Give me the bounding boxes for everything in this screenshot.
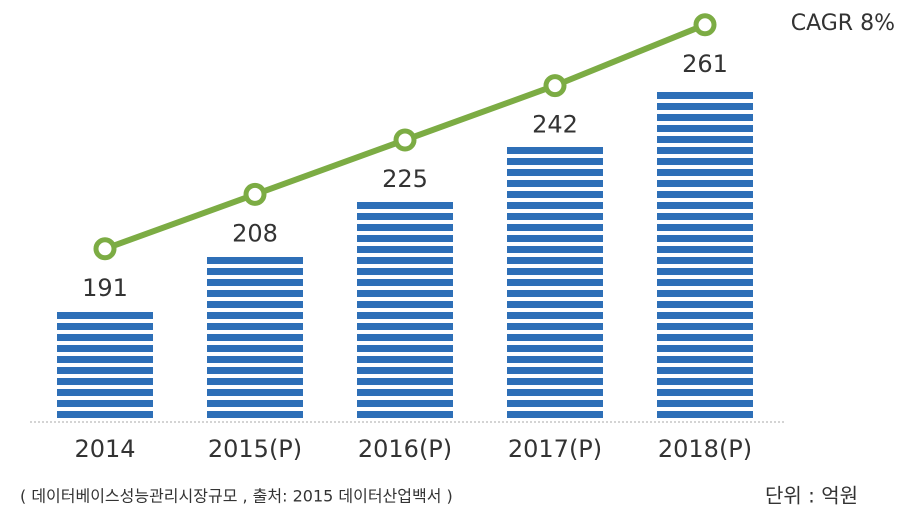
bar xyxy=(507,143,603,418)
x-tick-label: 2014 xyxy=(74,435,135,463)
value-label: 225 xyxy=(382,165,428,193)
line-point xyxy=(543,74,567,98)
note: ( 데이터베이스성능관리시장규모 , 출처: 2015 데이터산업백서 ) xyxy=(20,487,453,506)
value-label: 242 xyxy=(532,111,578,139)
value-label: 208 xyxy=(232,219,278,247)
bar xyxy=(207,253,303,418)
annotation: CAGR 8% xyxy=(791,11,895,36)
x-tick-label: 2015(P) xyxy=(208,435,302,463)
value-label: 191 xyxy=(82,274,128,302)
line-point xyxy=(693,13,717,37)
x-tick-label: 2018(P) xyxy=(658,435,752,463)
line-point xyxy=(243,182,267,206)
unit: 단위 : 억원 xyxy=(765,484,858,508)
bar xyxy=(357,198,453,418)
line-point xyxy=(93,237,117,261)
value-label: 261 xyxy=(682,50,728,78)
bar xyxy=(657,88,753,418)
line-point xyxy=(393,128,417,152)
bar xyxy=(57,308,153,418)
x-tick-label: 2017(P) xyxy=(508,435,602,463)
x-tick-label: 2016(P) xyxy=(358,435,452,463)
